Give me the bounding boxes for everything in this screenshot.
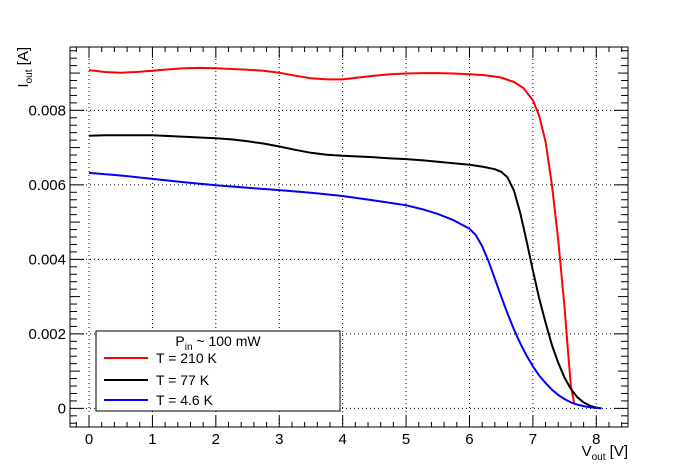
y-tick-label: 0 <box>58 400 66 417</box>
x-tick-label: 5 <box>402 431 410 448</box>
x-tick-label: 8 <box>592 431 600 448</box>
series-line-1 <box>88 134 602 410</box>
x-tick-label: 6 <box>465 431 473 448</box>
legend-header-sub: in <box>185 342 193 353</box>
x-tick-label: 7 <box>529 431 537 448</box>
y-tick-label: 0.004 <box>28 251 66 268</box>
legend: Pin ~ 100 mW T = 210 K T = 77 K T = 4.6 … <box>95 330 341 412</box>
y-tick-label: 0.008 <box>28 102 66 119</box>
x-axis-title-sub: out <box>592 452 606 463</box>
series-line-2 <box>88 171 602 410</box>
x-tick-label: 3 <box>275 431 283 448</box>
y-tick-label: 0.006 <box>28 177 66 194</box>
series-layer <box>88 66 602 410</box>
x-tick-label: 2 <box>212 431 220 448</box>
y-axis-title-unit: [A] <box>15 47 32 70</box>
x-tick-label: 0 <box>85 431 93 448</box>
legend-header-rest: ~ 100 mW <box>193 333 262 349</box>
legend-header-main: P <box>175 333 184 349</box>
x-axis-title: Vout [V] <box>582 443 628 463</box>
legend-header: Pin ~ 100 mW <box>175 333 261 353</box>
y-tick-label: 0.002 <box>28 326 66 343</box>
x-tick-label: 4 <box>338 431 346 448</box>
legend-label-210k: T = 210 K <box>156 350 218 366</box>
x-axis-title-main: V <box>582 443 592 460</box>
legend-box <box>95 330 341 412</box>
y-axis-title-main: I <box>15 83 32 87</box>
axes: 0 1 2 3 4 5 6 7 8 0 0.002 0.004 0.006 0.008 <box>28 47 628 448</box>
x-axis-title-unit: [V] <box>605 443 628 460</box>
y-axis-title: Iout [A] <box>15 47 35 88</box>
legend-label-4-6k: T = 4.6 K <box>156 392 214 408</box>
series-line-0 <box>88 66 576 403</box>
legend-label-77k: T = 77 K <box>156 372 210 388</box>
x-tick-label: 1 <box>148 431 156 448</box>
y-axis-title-sub: out <box>24 69 35 83</box>
